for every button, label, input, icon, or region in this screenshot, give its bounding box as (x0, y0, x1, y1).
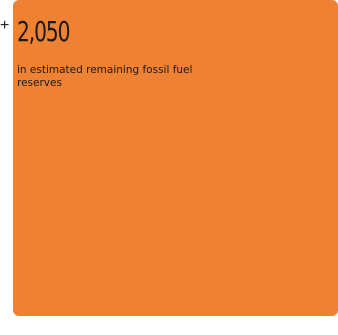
stat-card: 2,050 in estimated remaining fossil fuel… (13, 0, 338, 316)
stat-prefix: + (0, 17, 10, 34)
stat-caption: in estimated remaining fossil fuel reser… (17, 64, 193, 89)
stat-value: 2,050 (17, 15, 70, 48)
